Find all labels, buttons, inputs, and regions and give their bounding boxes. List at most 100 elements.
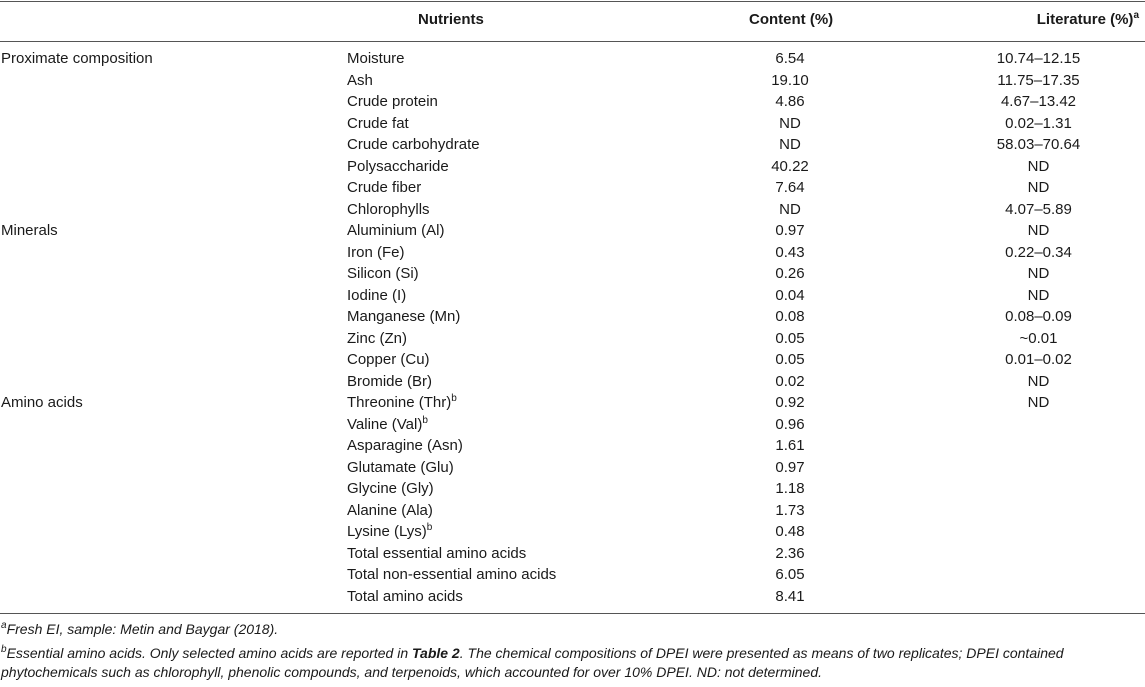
cell-nutrient-sup: b <box>426 522 433 533</box>
cell-nutrient: Polysaccharide <box>347 156 449 178</box>
cell-nutrient-label: Total amino acids <box>347 587 463 605</box>
cell-nutrient-label: Chlorophylls <box>347 200 430 218</box>
cell-nutrient: Threonine (Thr)b <box>347 392 457 414</box>
cell-nutrient: Total amino acids <box>347 586 463 608</box>
table-bottom-rule <box>0 613 1145 614</box>
cell-content: 0.96 <box>775 415 805 433</box>
table-row: Asparagine (Asn) 1.61 <box>0 435 1145 457</box>
cell-nutrient-label: Iodine (I) <box>347 286 407 304</box>
header-literature-label: Literature (%) <box>1036 11 1134 28</box>
cell-literature: ND <box>1027 286 1050 304</box>
cell-nutrient-label: Lysine (Lys) <box>347 523 427 540</box>
table-row: Glycine (Gly) 1.18 <box>0 478 1145 500</box>
cell-nutrient-label: Valine (Val) <box>347 415 423 433</box>
table-top-rule <box>0 1 1145 2</box>
table-body: Proximate composition Moisture 6.54 10.74–1… <box>0 48 1145 607</box>
cell-nutrient: Zinc (Zn) <box>347 328 407 350</box>
cell-nutrient: Ash <box>347 70 373 92</box>
table-row: Crude carbohydrate ND 58.03–70.64 <box>0 134 1145 156</box>
cell-nutrient-label: Iron (Fe) <box>347 243 405 261</box>
header-content: Content (%) <box>749 11 834 28</box>
cell-nutrient-sup: b <box>451 393 457 404</box>
footnote-a-mark: a <box>1 620 7 631</box>
table-row: Lysine (Lys)b 0.48 <box>0 521 1145 543</box>
table-row: Crude fat ND 0.02–1.31 <box>0 113 1145 135</box>
cell-nutrient: Alanine (Ala) <box>347 500 433 522</box>
cell-content: 0.43 <box>775 243 805 261</box>
table-row: Polysaccharide 40.22 ND <box>0 156 1145 178</box>
table-header-rule <box>0 41 1145 42</box>
table-row: Crude protein 4.86 4.67–13.42 <box>0 91 1145 113</box>
cell-nutrient-label: Zinc (Zn) <box>347 329 407 347</box>
cell-nutrient-label: Aluminium (Al) <box>347 222 445 239</box>
header-literature: Literature (%)a <box>1036 10 1139 29</box>
cell-nutrient-label: Asparagine (Asn) <box>347 437 463 454</box>
cell-literature: ND <box>1027 265 1050 282</box>
cell-nutrient-label: Total non-essential amino acids <box>347 566 557 583</box>
cell-content: 0.97 <box>775 222 805 239</box>
cell-literature: 58.03–70.64 <box>996 136 1081 153</box>
cell-nutrient-label: Ash <box>347 71 373 89</box>
cell-literature: 0.02–1.31 <box>1005 114 1072 132</box>
table-row: Valine (Val)b 0.96 <box>0 414 1145 436</box>
cell-content: 0.26 <box>775 265 805 282</box>
cell-content: 1.18 <box>775 480 805 497</box>
cell-nutrient: Valine (Val)b <box>347 414 428 436</box>
cell-nutrient-label: Alanine (Ala) <box>347 501 433 519</box>
cell-nutrient: Crude carbohydrate <box>347 134 480 156</box>
table-row: Total essential amino acids 2.36 <box>0 543 1145 565</box>
footnote-b-text-1: Essential amino acids. Only selected ami… <box>6 645 412 661</box>
table-row: Iodine (I) 0.04 ND <box>0 285 1145 307</box>
cell-group: Amino acids <box>1 394 83 411</box>
table-row: Crude fiber 7.64 ND <box>0 177 1145 199</box>
cell-content: 1.73 <box>775 501 805 519</box>
cell-content: 19.10 <box>771 71 809 89</box>
cell-literature: ND <box>1027 179 1050 196</box>
cell-content: 6.05 <box>775 566 805 583</box>
cell-nutrient-label: Copper (Cu) <box>347 351 430 368</box>
cell-literature: 4.07–5.89 <box>1005 200 1072 218</box>
cell-nutrient: Glycine (Gly) <box>347 478 434 500</box>
cell-content: ND <box>779 200 801 218</box>
footnote-b-mark: b <box>1 644 7 655</box>
cell-nutrient-label: Threonine (Thr) <box>347 394 452 411</box>
cell-nutrient: Total non-essential amino acids <box>347 564 556 586</box>
cell-content: 0.05 <box>775 351 805 368</box>
cell-nutrient-label: Manganese (Mn) <box>347 308 461 325</box>
cell-content: 6.54 <box>775 50 805 67</box>
table-row: Iron (Fe) 0.43 0.22–0.34 <box>0 242 1145 264</box>
header-nutrients: Nutrients <box>418 11 484 28</box>
footnote-a: aFresh EI, sample: Metin and Baygar (201… <box>1 620 1141 639</box>
cell-content: 0.97 <box>775 458 805 476</box>
cell-nutrient-label: Silicon (Si) <box>347 265 419 282</box>
table-row: Silicon (Si) 0.26 ND <box>0 263 1145 285</box>
footnote-b-table-ref: Table 2 <box>412 645 460 661</box>
cell-literature: ~0.01 <box>1019 329 1058 347</box>
cell-literature: 10.74–12.15 <box>996 50 1081 67</box>
cell-nutrient: Lysine (Lys)b <box>347 521 432 543</box>
cell-nutrient: Chlorophylls <box>347 199 430 221</box>
footnote-a-text: Fresh EI, sample: Metin and Baygar (2018… <box>6 621 279 637</box>
footnote-b-text-2: . The chemical compositions of DPEI were… <box>1 645 1064 680</box>
cell-content: 0.04 <box>775 286 805 304</box>
table-row: Bromide (Br) 0.02 ND <box>0 371 1145 393</box>
footnote-b: bEssential amino acids. Only selected am… <box>1 644 1141 682</box>
cell-nutrient: Bromide (Br) <box>347 371 432 393</box>
cell-nutrient-sup: b <box>422 414 428 426</box>
table-row: Chlorophylls ND 4.07–5.89 <box>0 199 1145 221</box>
cell-nutrient: Aluminium (Al) <box>347 220 445 242</box>
cell-content: 0.02 <box>775 372 805 390</box>
table-row: Copper (Cu) 0.05 0.01–0.02 <box>0 349 1145 371</box>
cell-nutrient: Iodine (I) <box>347 285 406 307</box>
cell-nutrient: Asparagine (Asn) <box>347 435 463 457</box>
cell-nutrient: Crude fat <box>347 113 409 135</box>
table-row: Amino acids Threonine (Thr)b 0.92 ND <box>0 392 1145 414</box>
cell-content: 2.36 <box>775 544 805 562</box>
cell-content: 7.64 <box>775 179 805 196</box>
cell-content: 4.86 <box>775 93 805 110</box>
header-literature-sup: a <box>1133 10 1139 21</box>
cell-nutrient: Copper (Cu) <box>347 349 430 371</box>
cell-nutrient: Crude fiber <box>347 177 421 199</box>
cell-content: 1.61 <box>775 437 805 454</box>
cell-content: 0.05 <box>775 329 805 347</box>
